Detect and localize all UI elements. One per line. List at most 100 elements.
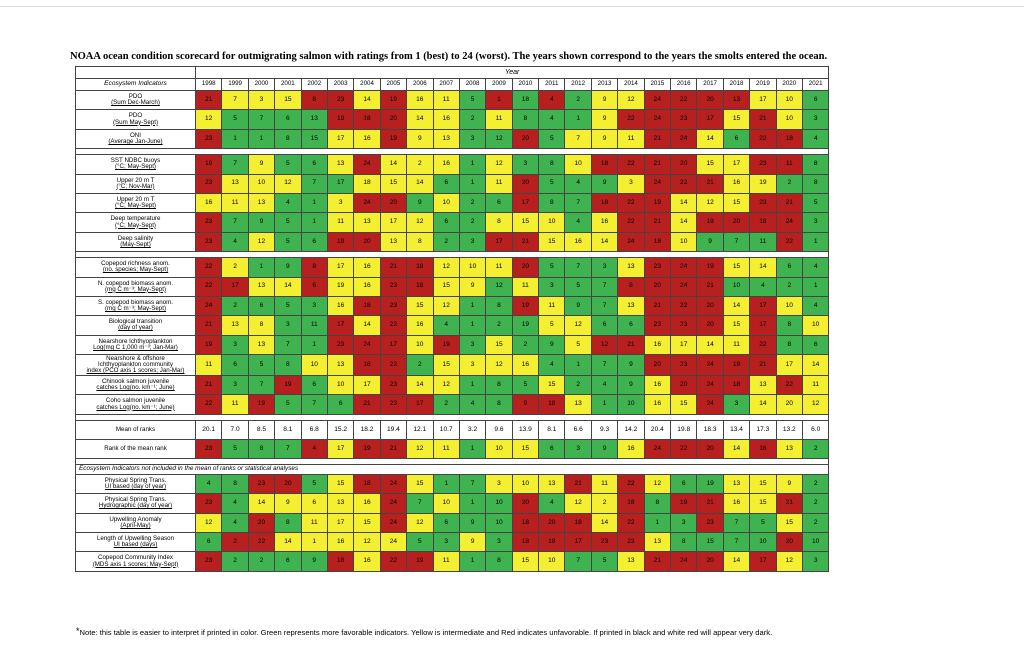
score-cell: 24 (194, 295, 223, 317)
score-cell: 10 (458, 257, 487, 278)
score-cell: 21 (696, 493, 724, 514)
rank-value-cell: 20 (696, 438, 724, 459)
indicator-label-line: Chinook salmon juvenile (101, 378, 170, 386)
score-cell: 22 (617, 512, 645, 534)
indicator-label: Coho salmon juvenile catches Log(no. km⁻¹… (75, 394, 196, 415)
group-separator (74, 458, 830, 465)
score-cell: 12 (590, 334, 619, 356)
group-separator (74, 251, 830, 258)
score-cell: 1 (300, 532, 328, 553)
year-column-header: 2006 (406, 78, 434, 91)
score-cell: 11 (300, 512, 328, 534)
score-cell: 24 (353, 154, 381, 175)
indicator-row: Biological transition (day of year) 21 13 8 3… (75, 315, 830, 336)
indicator-label: Deep salinity (May-Sept) (75, 231, 196, 253)
rank-value-cell: 11 (432, 438, 460, 459)
score-cell: 5 (247, 354, 276, 377)
score-cell: 12 (564, 315, 592, 336)
score-cell: 24 (696, 354, 724, 377)
score-cell: 12 (274, 173, 302, 194)
rank-value-cell: 12 (406, 438, 434, 459)
indicator-label: Physical Spring Trans. UI based (day of y… (75, 473, 196, 495)
score-cell: 6 (274, 109, 302, 130)
score-cell: 3 (432, 532, 460, 553)
score-cell: 19 (749, 173, 777, 194)
score-cell: 8 (247, 315, 276, 336)
score-cell: 18 (590, 154, 619, 175)
mean-value-cell: 9.6 (485, 419, 513, 440)
score-cell: 10 (670, 231, 698, 253)
indicator-column-header: Ecosystem Indicators (75, 78, 196, 91)
score-cell: 1 (801, 231, 830, 253)
score-cell: 3 (221, 375, 249, 396)
score-cell: 6 (221, 354, 249, 377)
score-cell: 4 (538, 109, 566, 130)
score-cell: 22 (775, 231, 803, 253)
score-cell: 9 (274, 257, 302, 278)
rank-value-cell: 8 (247, 438, 276, 459)
score-cell: 1 (247, 128, 276, 150)
score-cell: 10 (617, 394, 645, 415)
excluded-section-header: Ecosystem Indicators not included in the… (74, 463, 830, 475)
score-cell: 6 (590, 315, 619, 336)
score-cell: 1 (564, 354, 592, 377)
score-cell: 17 (670, 334, 698, 356)
year-column-header: 2008 (458, 78, 487, 91)
score-cell: 6 (670, 473, 698, 495)
score-cell: 2 (221, 532, 249, 553)
score-cell: 6 (247, 295, 276, 317)
score-cell: 17 (749, 295, 777, 317)
score-cell: 17 (326, 257, 355, 278)
score-cell: 13 (379, 231, 408, 253)
score-cell: 20 (274, 473, 302, 495)
score-cell: 10 (485, 512, 513, 534)
indicator-row: Physical Spring Trans. Hydrographic (day … (75, 493, 830, 514)
rank-value-cell: 19 (353, 438, 381, 459)
score-cell: 9 (458, 512, 487, 534)
score-cell: 5 (274, 231, 302, 253)
score-cell: 21 (617, 334, 645, 356)
score-cell: 5 (538, 128, 566, 150)
score-cell: 5 (274, 154, 302, 175)
score-cell: 18 (538, 394, 566, 415)
score-cell: 23 (670, 354, 698, 377)
year-column-header: 2014 (617, 78, 645, 91)
score-cell: 23 (643, 257, 672, 278)
score-cell: 10 (749, 532, 777, 553)
score-cell: 22 (617, 212, 645, 233)
score-cell: 17 (564, 532, 592, 553)
mean-value-cell: 10.7 (432, 419, 460, 440)
score-cell: 7 (300, 394, 328, 415)
indicator-label-line: (no. species; May-Sept) (102, 266, 169, 274)
score-cell: 3 (511, 154, 540, 175)
score-cell: 9 (406, 128, 434, 150)
mean-value-cell: 19.8 (670, 419, 698, 440)
indicator-label-line: catches Log(no. km⁻¹; June) (96, 403, 175, 411)
indicator-label-line: Ichthyoplankton community (98, 360, 173, 368)
score-cell: 8 (511, 109, 540, 130)
indicator-label: Copepod Community Index (MDS axis 1 score… (75, 551, 196, 572)
score-cell: 3 (538, 276, 566, 297)
score-cell: 9 (590, 109, 619, 130)
score-cell: 4 (538, 354, 566, 377)
score-cell: 14 (274, 532, 302, 553)
footnote-marker: * (76, 626, 80, 636)
score-cell: 11 (432, 551, 460, 572)
score-cell: 11 (722, 334, 751, 356)
score-cell: 11 (194, 354, 223, 377)
score-cell: 17 (511, 192, 540, 214)
score-cell: 10 (564, 154, 592, 175)
score-cell: 21 (696, 173, 724, 194)
score-cell: 20 (379, 109, 408, 130)
score-cell: 2 (432, 231, 460, 253)
indicator-row: PDO (Sum May-Sept) 12 5 7 6 13 19 18 20 14 16 2 11 8 4 1… (75, 109, 830, 130)
score-cell: 21 (643, 295, 672, 317)
score-cell: 17 (749, 89, 777, 111)
score-cell: 4 (458, 394, 487, 415)
score-cell: 4 (221, 493, 249, 514)
score-cell: 13 (247, 192, 276, 214)
group-separator (74, 414, 830, 421)
indicator-row: ONI (Average Jan-June) 23 1 1 8 15 17 16 19 9 13 3 12… (75, 128, 830, 150)
score-cell: 17 (221, 276, 249, 297)
score-cell: 18 (353, 473, 381, 495)
